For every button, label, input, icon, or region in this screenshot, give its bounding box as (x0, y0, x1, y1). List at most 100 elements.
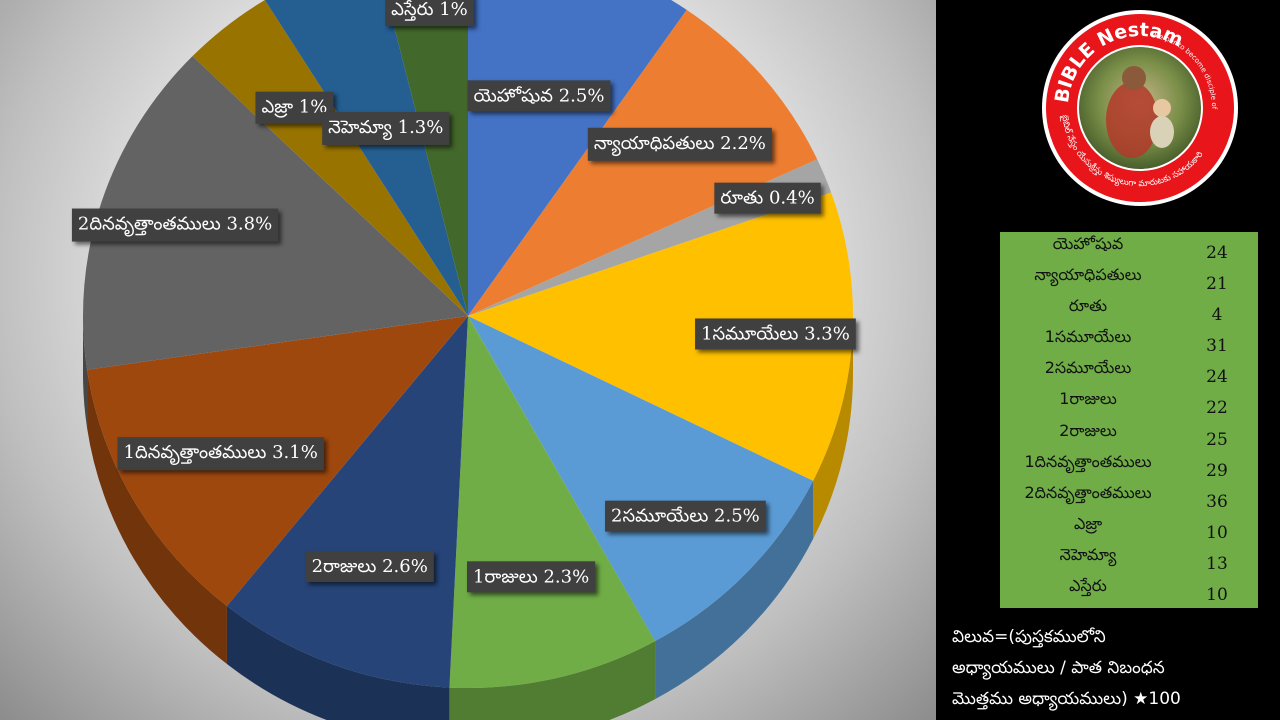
slice-label-text: నెహెమ్యా 1.3% (328, 117, 443, 140)
table-row: 2దినవృత్తాంతములు 36 (1000, 483, 1258, 514)
slice-label-box (117, 437, 324, 471)
slice-label-box (605, 500, 766, 532)
table-row-value: 22 (1206, 398, 1228, 419)
slice-label-5: 1రాజులు 2.3% (466, 561, 596, 593)
table-row-name: 1రాజులు (1059, 389, 1117, 409)
table-row: 1సమూయేలు 31 (1000, 328, 1258, 359)
table-row-name: 2దినవృత్తాంతములు (1024, 482, 1152, 502)
pie-labels: యెహోషువ 2.5% న్యాయాధిపతులు 2.2% రూతు 0.4% 1… (71, 0, 856, 593)
slice-label-box (255, 91, 334, 124)
pie-side-5 (449, 641, 656, 720)
table-row-value: 13 (1206, 554, 1228, 575)
slice-label-box (322, 111, 450, 145)
table-row-name: 2సమూయేలు (1044, 358, 1132, 378)
table-row-value: 10 (1206, 585, 1228, 606)
formula-line-2: అధ్యాయములు / పాత నిబంధన (952, 658, 1165, 678)
pie-slice-9 (192, 0, 468, 316)
slice-label-box (587, 127, 772, 161)
table-row-value: 10 (1206, 523, 1228, 544)
table-row: ఎజ్రా 10 (1000, 515, 1258, 546)
slice-label-text: 1రాజులు 2.3% (473, 566, 589, 587)
formula-line-3: మొత్తము అధ్యాయములు) ★100 (952, 689, 1181, 709)
formula-text: విలువ=(పుస్తకములోని అధ్యాయములు / పాత నిబ… (952, 622, 1272, 715)
slice-label-3: 1సమూయేలు 3.3% (695, 318, 856, 350)
pie-side-walls (83, 316, 853, 720)
table-row-name: ఎస్తేరు (1069, 576, 1107, 596)
logo-figure-head (1122, 66, 1146, 90)
table-row-value: 31 (1206, 336, 1228, 357)
pie-slice-5 (449, 316, 656, 689)
table-row-name: నెహెమ్యా (1059, 545, 1117, 565)
slice-label-7: 1దినవృత్తాంతములు 3.1% (117, 437, 324, 471)
slice-label-text: 2దినవృత్తాంతములు 3.8% (78, 214, 272, 237)
pie-slice-11 (387, 0, 468, 316)
pie-slice-0 (468, 0, 687, 316)
pie-side-6 (226, 606, 450, 720)
table-row-name: న్యాయాధిపతులు (1034, 264, 1142, 284)
slice-label-text: 1దినవృత్తాంతములు 3.1% (124, 442, 318, 465)
slice-label-box (466, 561, 596, 593)
slice-label-text: 2రాజులు 2.6% (312, 556, 428, 577)
table-row: రూతు 4 (1000, 296, 1258, 327)
pie-slice-4 (468, 316, 814, 642)
table-row: 2సమూయేలు 24 (1000, 359, 1258, 390)
pie-side-4 (655, 480, 814, 700)
slice-label-text: 1సమూయేలు 3.3% (701, 323, 850, 344)
table-row: 1రాజులు 22 (1000, 390, 1258, 421)
table-row: ఎస్తేరు 10 (1000, 577, 1258, 608)
slice-label-9: ఎజ్రా 1% (255, 91, 334, 124)
slice-label-text: 2సమూయేలు 2.5% (611, 506, 760, 527)
table-row-value: 21 (1206, 273, 1228, 294)
bible-nestam-logo: BIBLE Nestam Helper to become disciple o… (1040, 8, 1238, 206)
table-row-name: రూతు (1068, 295, 1108, 315)
table-row-name: ఎజ్రా (1073, 514, 1103, 534)
table-row: యెహోషువ 24 (1000, 234, 1258, 265)
slice-label-2: రూతు 0.4% (714, 182, 821, 214)
slice-label-box (467, 80, 611, 112)
table-row: న్యాయాధిపతులు 21 (1000, 265, 1258, 296)
slice-label-10: నెహెమ్యా 1.3% (322, 111, 450, 145)
slice-label-text: రూతు 0.4% (720, 188, 814, 209)
table-row-value: 24 (1206, 367, 1228, 388)
slice-label-11: ఎస్తేరు 1% (385, 0, 474, 26)
slice-label-8: 2దినవృత్తాంతములు 3.8% (71, 208, 279, 242)
table-row: 1దినవృత్తాంతములు 29 (1000, 452, 1258, 483)
pie-side-7 (87, 369, 227, 665)
logo-figure-robe (1106, 82, 1158, 158)
pie-slice-1 (468, 9, 818, 316)
table-row-value: 36 (1206, 491, 1228, 512)
pie-slice-6 (226, 316, 468, 688)
chapters-table: యెహోషువ 24 న్యాయాధిపతులు 21 రూతు 4 1సమూయేలు 31 2… (1000, 232, 1258, 608)
pie-slice-3 (468, 192, 853, 481)
slice-label-box (71, 208, 279, 242)
table-row-value: 4 (1211, 304, 1223, 325)
slice-label-box (714, 182, 821, 214)
slice-label-box (385, 0, 474, 26)
slice-label-4: 2సమూయేలు 2.5% (605, 500, 766, 532)
pie-slice-10 (264, 0, 468, 316)
table-row-name: 2రాజులు (1059, 420, 1117, 440)
table-row-value: 25 (1206, 429, 1228, 450)
slice-label-box (305, 550, 434, 582)
chart-panel: చరిత్ర (పాత నిబంధన అధ్యాయములు) యెహోషువ 2… (0, 0, 936, 720)
slice-label-1: న్యాయాధిపతులు 2.2% (587, 127, 772, 161)
table-row: నెహెమ్యా 13 (1000, 546, 1258, 577)
pie-side-3 (813, 316, 853, 539)
slice-label-0: యెహోషువ 2.5% (467, 80, 611, 112)
slice-label-box (695, 318, 856, 350)
slice-label-text: ఎజ్రా 1% (261, 97, 327, 119)
slice-label-text: న్యాయాధిపతులు 2.2% (594, 133, 766, 156)
pie-side-8 (83, 316, 88, 428)
table-row-name: 1సమూయేలు (1044, 327, 1132, 347)
table-row-name: 1దినవృత్తాంతములు (1024, 451, 1152, 471)
pie-chart: యెహోషువ 2.5% న్యాయాధిపతులు 2.2% రూతు 0.4% 1… (71, 0, 856, 720)
logo-child-head (1153, 99, 1171, 117)
table-row: 2రాజులు 25 (1000, 421, 1258, 452)
slice-label-text: ఎస్తేరు 1% (391, 0, 468, 21)
table-row-value: 29 (1206, 460, 1228, 481)
logo-child-body (1150, 116, 1174, 148)
table-row-name: యెహోషువ (1052, 233, 1124, 253)
table-row-value: 24 (1206, 242, 1228, 263)
formula-line-1: విలువ=(పుస్తకములోని (952, 627, 1106, 647)
slice-label-text: యెహోషువ 2.5% (474, 85, 605, 106)
